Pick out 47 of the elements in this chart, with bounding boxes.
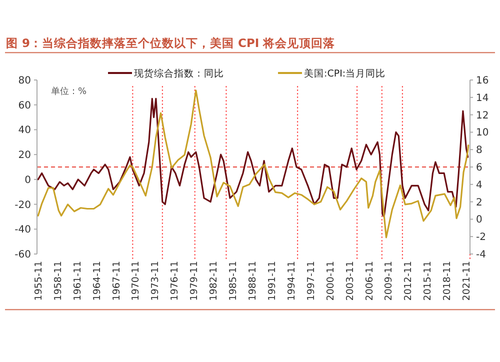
x-tick-label: 1964-11 xyxy=(92,261,103,301)
y2-tick-label: 0 xyxy=(476,214,482,226)
y-tick-label: -20 xyxy=(14,200,31,211)
x-tick-label: 2000-11 xyxy=(325,261,336,301)
x-tick-label: 1955-11 xyxy=(33,261,44,301)
x-tick-label: 2009-11 xyxy=(384,261,395,301)
x-tick-label: 2018-11 xyxy=(442,261,454,301)
y2-tick-label: -2 xyxy=(476,232,486,244)
x-tick-label: 2006-11 xyxy=(364,261,376,301)
legend-label: 现货综合指数：同比 xyxy=(134,67,224,80)
legend-label: 美国:CPI:当月同比 xyxy=(304,67,386,80)
y-tick-label: 20 xyxy=(18,150,31,162)
annotation: 单位：% xyxy=(51,86,87,97)
y2-tick-label: 10 xyxy=(476,128,489,139)
y2-tick-label: 14 xyxy=(476,92,489,104)
x-tick-label: 1967-11 xyxy=(111,261,122,301)
y2-tick-label: 4 xyxy=(476,180,482,191)
line-series xyxy=(37,98,469,218)
x-tick-label: 1976-11 xyxy=(170,261,181,301)
x-tick-label: 1997-11 xyxy=(306,261,317,301)
y2-tick-label: -4 xyxy=(476,250,486,260)
y-tick-label: -40 xyxy=(14,224,31,236)
y2-tick-label: 2 xyxy=(476,197,482,208)
x-tick-label: 1982-11 xyxy=(208,261,220,301)
x-tick-label: 1973-11 xyxy=(150,261,162,301)
x-tick-label: 2015-11 xyxy=(422,261,434,301)
y-tick-label: 80 xyxy=(18,76,31,86)
y2-tick-label: 8 xyxy=(476,145,482,156)
x-tick-label: 1985-11 xyxy=(228,261,240,301)
x-tick-label: 2012-11 xyxy=(403,261,414,301)
y-tick-label: 40 xyxy=(18,125,31,136)
chart-title: 图 9：当综合指数摔落至个位数以下，美国 CPI 将会见顶回落 xyxy=(6,36,336,50)
x-tick-label: 1991-11 xyxy=(266,261,278,301)
y-tick-label: 0 xyxy=(24,174,31,186)
y2-tick-label: 16 xyxy=(476,76,489,86)
x-tick-label: 1988-11 xyxy=(247,261,258,301)
x-tick-label: 1970-11 xyxy=(130,261,142,301)
x-tick-label: 1958-11 xyxy=(52,261,64,301)
y-tick-label: -60 xyxy=(14,250,31,260)
y-tick-label: 60 xyxy=(18,100,31,112)
x-tick-label: 2003-11 xyxy=(344,261,356,301)
y2-tick-label: 12 xyxy=(476,110,489,122)
x-tick-label: 1961-11 xyxy=(72,261,84,301)
x-tick-label: 1979-11 xyxy=(189,261,200,301)
x-tick-label: 1994-11 xyxy=(286,261,298,301)
y2-tick-label: 6 xyxy=(476,162,482,174)
x-tick-label: 2021-11 xyxy=(462,261,473,301)
